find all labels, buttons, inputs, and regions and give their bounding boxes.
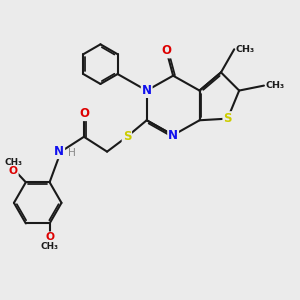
Text: N: N: [168, 129, 178, 142]
Text: O: O: [161, 44, 172, 57]
Text: N: N: [142, 84, 152, 97]
Text: CH₃: CH₃: [4, 158, 22, 167]
Text: S: S: [123, 130, 131, 143]
Text: N: N: [54, 145, 64, 158]
Text: O: O: [9, 166, 18, 176]
Text: CH₃: CH₃: [40, 242, 58, 251]
Text: CH₃: CH₃: [266, 81, 285, 90]
Text: O: O: [79, 107, 89, 120]
Text: O: O: [45, 232, 54, 242]
Text: S: S: [224, 112, 232, 125]
Text: H: H: [68, 148, 76, 158]
Text: CH₃: CH₃: [236, 45, 255, 54]
